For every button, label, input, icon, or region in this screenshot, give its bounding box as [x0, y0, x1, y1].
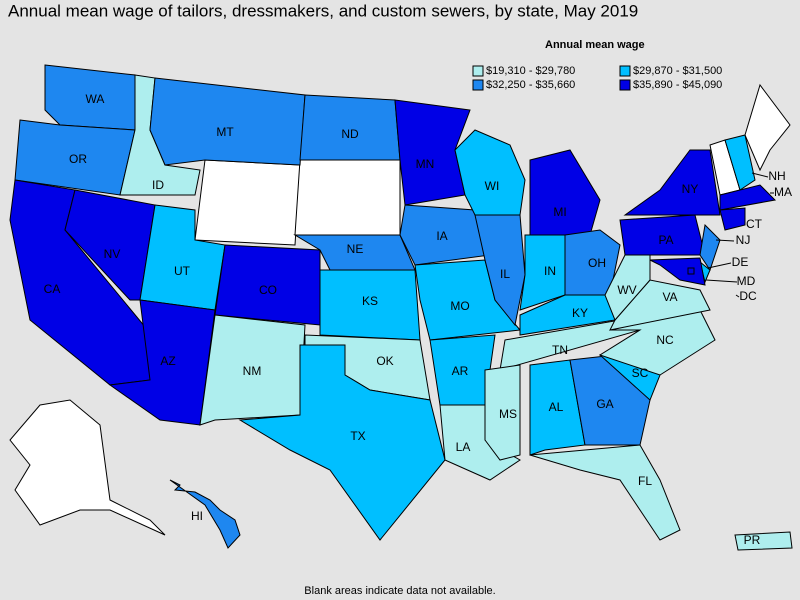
- leader-line: [735, 294, 740, 298]
- state: [604, 249, 651, 321]
- state: [238, 344, 446, 541]
- state: [529, 359, 586, 456]
- states: [9, 64, 793, 551]
- state-label: IA: [436, 229, 447, 243]
- state: [734, 531, 793, 551]
- state: [519, 234, 566, 311]
- state-label: PA: [658, 233, 673, 247]
- state-label: NC: [656, 333, 674, 347]
- state-label: WI: [485, 179, 500, 193]
- title: Annual mean wage of tailors, dressmakers…: [8, 1, 638, 20]
- state-label: AL: [549, 400, 564, 414]
- state-label: CT: [746, 217, 763, 231]
- state-label: MN: [416, 157, 435, 171]
- state-label: CA: [44, 282, 61, 296]
- state-label: NM: [243, 364, 262, 378]
- state-label: TX: [350, 429, 365, 443]
- state: [64, 189, 156, 301]
- legend-swatch: [472, 79, 484, 91]
- legend-swatch: [619, 79, 631, 91]
- state-blank: [744, 83, 791, 172]
- state-label: MD: [737, 274, 756, 288]
- state-label: LA: [456, 440, 471, 454]
- state-label: KY: [572, 306, 588, 320]
- state: [623, 149, 721, 216]
- leader-line: [751, 172, 769, 178]
- state-label: NY: [682, 182, 699, 196]
- state-label: AR: [452, 364, 469, 378]
- footnote: Blank areas indicate data not available.: [304, 585, 495, 597]
- legend-label: $29,870 - $31,500: [633, 65, 722, 77]
- state: [719, 207, 746, 231]
- state: [399, 204, 491, 266]
- state-label: PR: [744, 533, 761, 547]
- state-label: FL: [638, 474, 652, 488]
- state: [454, 129, 526, 216]
- state: [724, 134, 756, 191]
- state-label: CO: [259, 283, 277, 297]
- state-label: OK: [376, 354, 393, 368]
- state-blank: [294, 159, 401, 236]
- leader-line: [705, 279, 738, 283]
- state-label: TN: [552, 343, 568, 357]
- state: [719, 184, 777, 211]
- state-blank: [9, 399, 166, 536]
- state-label: UT: [174, 264, 191, 278]
- state-label: DC: [739, 289, 757, 303]
- state-label: SC: [632, 366, 649, 380]
- state-label: MS: [499, 407, 517, 421]
- state-blank: [194, 159, 301, 246]
- state: [529, 149, 601, 236]
- state: [108, 299, 216, 426]
- state-label: KS: [362, 294, 378, 308]
- state: [529, 444, 681, 541]
- state: [199, 314, 306, 426]
- state-label: NJ: [736, 233, 751, 247]
- state-label: MA: [774, 185, 792, 199]
- state-label: IL: [500, 267, 510, 281]
- legend-label: $35,890 - $45,090: [633, 79, 722, 91]
- legend-swatch: [472, 65, 484, 77]
- state-label: OR: [69, 152, 87, 166]
- state-label: DE: [732, 255, 749, 269]
- state-label: MI: [553, 205, 566, 219]
- state-label: NE: [347, 242, 364, 256]
- state: [474, 214, 526, 327]
- legend-label: $19,310 - $29,780: [486, 65, 575, 77]
- state-label: WA: [86, 92, 105, 106]
- state: [649, 257, 706, 286]
- state: [169, 479, 241, 549]
- legend-label: $32,250 - $35,660: [486, 79, 575, 91]
- state-label: IN: [544, 264, 556, 278]
- state-label: ND: [341, 127, 359, 141]
- state: [687, 267, 695, 275]
- state-label: WV: [617, 283, 636, 297]
- state-label: GA: [596, 397, 613, 411]
- state-label: NV: [104, 247, 121, 261]
- leader-line: [715, 239, 735, 242]
- state: [484, 364, 521, 461]
- state-label: MT: [216, 125, 234, 139]
- leader-line: [707, 262, 732, 269]
- state-label: VA: [662, 290, 677, 304]
- state: [699, 223, 721, 272]
- state-label: OH: [588, 256, 606, 270]
- state-label: HI: [191, 509, 203, 523]
- legend-swatch: [619, 65, 631, 77]
- legend-title: Annual mean wage: [545, 39, 645, 51]
- state-label: MO: [450, 299, 469, 313]
- state: [149, 77, 306, 166]
- state: [564, 229, 621, 296]
- state-label: ID: [152, 178, 164, 192]
- state-label: NH: [768, 169, 785, 183]
- state-label: AZ: [160, 354, 175, 368]
